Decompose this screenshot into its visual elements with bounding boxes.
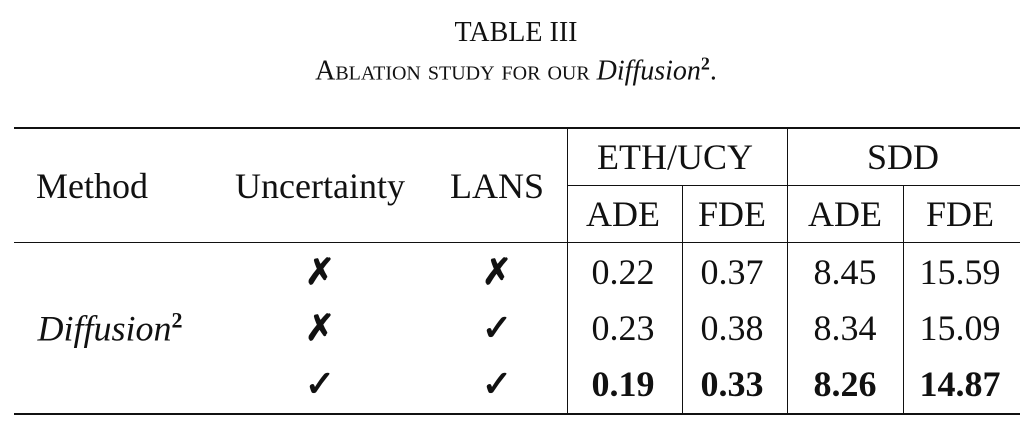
method-name: Diffusion [37, 308, 172, 349]
value-cell: 15.59 [919, 252, 1001, 292]
table-label: TABLE III [454, 17, 578, 48]
caption-method: Diffusion [596, 55, 701, 87]
lans-cell: ✓ [481, 364, 513, 404]
lans-cell: ✓ [481, 308, 513, 348]
column-rule [682, 186, 683, 414]
value-cell: 0.38 [700, 308, 764, 348]
metric-header: ADE [586, 194, 660, 234]
value-cell: 8.34 [813, 308, 877, 348]
value-cell: 0.33 [700, 364, 764, 404]
group-header: ETH/UCY [597, 137, 753, 177]
value-cell: 0.37 [700, 252, 764, 292]
value-cell: 0.23 [591, 308, 655, 348]
lans-cell: ✗ [481, 252, 513, 292]
uncertainty-cell: ✗ [304, 308, 336, 348]
value-cell: 8.45 [813, 252, 877, 292]
group-rule [567, 185, 1020, 186]
table-caption: Ablation study for our Diffusion2. [315, 54, 717, 85]
caption-text: Ablation study for our [315, 55, 590, 87]
group-header: SDD [866, 137, 940, 177]
value-cell: 14.87 [919, 364, 1001, 404]
bottom-rule [14, 413, 1020, 415]
method-cell: Diffusion2 [37, 307, 183, 349]
metric-header: FDE [697, 194, 767, 234]
metric-header: ADE [808, 194, 882, 234]
header-lans: LANS [449, 166, 545, 206]
caption-sup: 2 [700, 53, 710, 74]
column-rule [567, 128, 568, 414]
uncertainty-cell: ✓ [304, 364, 336, 404]
metric-header: FDE [925, 194, 995, 234]
uncertainty-cell: ✗ [304, 252, 336, 292]
value-cell: 0.22 [591, 252, 655, 292]
value-cell: 0.19 [591, 364, 655, 404]
header-method: Method [36, 166, 148, 206]
value-cell: 8.26 [813, 364, 877, 404]
header-uncertainty: Uncertainty [235, 166, 405, 206]
top-rule [14, 127, 1020, 129]
column-rule [903, 186, 904, 414]
method-sup: 2 [171, 307, 183, 333]
caption-end: . [709, 55, 717, 87]
value-cell: 15.09 [919, 308, 1001, 348]
header-rule [14, 242, 1020, 243]
column-rule [787, 128, 788, 414]
